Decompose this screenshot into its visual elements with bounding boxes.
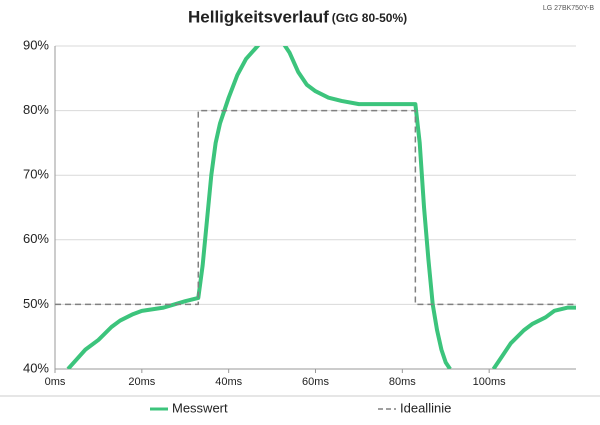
chart-title: Helligkeitsverlauf xyxy=(188,7,329,26)
x-tick-label: 20ms xyxy=(128,376,155,388)
y-tick-label: 60% xyxy=(23,231,49,246)
chart-subtitle: (GtG 80-50%) xyxy=(332,11,407,25)
x-tick-label: 100ms xyxy=(473,376,507,388)
x-tick-label: 0ms xyxy=(45,376,66,388)
model-label: LG 27BK750Y-B xyxy=(543,5,594,12)
x-tick-label: 40ms xyxy=(215,376,242,388)
y-tick-label: 70% xyxy=(23,167,49,182)
y-tick-label: 40% xyxy=(23,360,49,375)
x-tick-label: 60ms xyxy=(302,376,329,388)
x-tick-label: 80ms xyxy=(389,376,416,388)
y-tick-label: 80% xyxy=(23,102,49,117)
y-tick-label: 50% xyxy=(23,296,49,311)
legend-label: Messwert xyxy=(172,400,228,415)
series-line xyxy=(66,46,576,369)
legend-label: Ideallinie xyxy=(400,400,451,415)
series-line xyxy=(55,109,576,306)
y-tick-label: 90% xyxy=(23,37,49,52)
plot-area xyxy=(55,46,576,369)
